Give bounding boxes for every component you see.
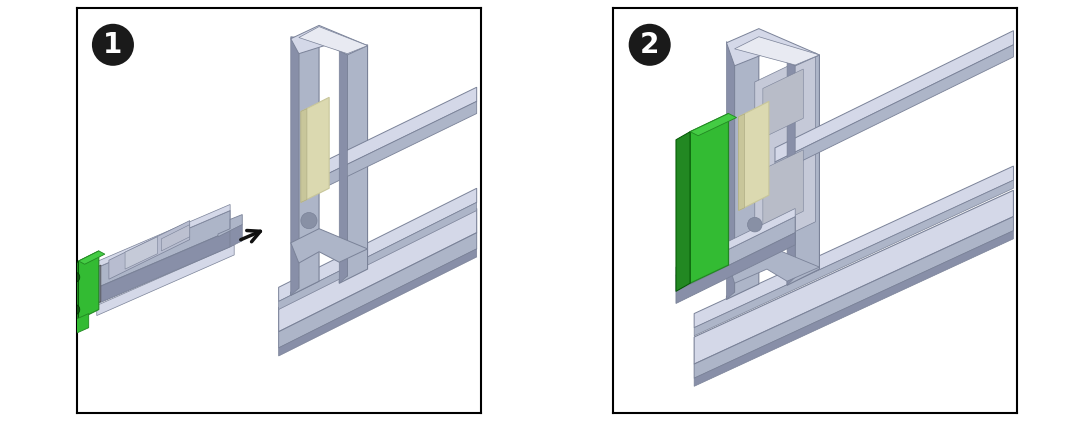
- Polygon shape: [291, 25, 367, 55]
- Polygon shape: [79, 251, 105, 264]
- Polygon shape: [339, 49, 348, 283]
- Polygon shape: [775, 31, 1013, 162]
- Polygon shape: [291, 229, 367, 263]
- Polygon shape: [291, 37, 299, 296]
- Polygon shape: [676, 216, 795, 291]
- Polygon shape: [727, 29, 820, 66]
- Polygon shape: [279, 203, 476, 309]
- Polygon shape: [279, 188, 476, 301]
- Polygon shape: [230, 225, 242, 247]
- Polygon shape: [89, 210, 230, 291]
- Polygon shape: [279, 233, 476, 348]
- Circle shape: [69, 272, 80, 282]
- Polygon shape: [89, 265, 100, 307]
- Polygon shape: [79, 251, 98, 320]
- Polygon shape: [727, 37, 759, 299]
- Polygon shape: [279, 208, 476, 332]
- Polygon shape: [787, 59, 795, 285]
- Polygon shape: [787, 55, 820, 285]
- Polygon shape: [694, 190, 1013, 364]
- Polygon shape: [70, 261, 79, 328]
- Text: 2: 2: [640, 31, 660, 59]
- Polygon shape: [65, 322, 70, 342]
- Polygon shape: [327, 101, 476, 186]
- Polygon shape: [70, 314, 89, 336]
- Polygon shape: [299, 27, 367, 54]
- Polygon shape: [109, 221, 190, 279]
- Polygon shape: [727, 242, 820, 283]
- Polygon shape: [279, 249, 476, 356]
- Polygon shape: [676, 132, 690, 291]
- Circle shape: [629, 24, 671, 66]
- Polygon shape: [125, 237, 158, 269]
- Polygon shape: [694, 216, 1013, 378]
- Circle shape: [92, 24, 134, 66]
- Polygon shape: [694, 180, 1013, 336]
- Polygon shape: [301, 109, 307, 203]
- Polygon shape: [734, 37, 820, 65]
- Polygon shape: [97, 245, 234, 316]
- Polygon shape: [739, 114, 745, 210]
- Polygon shape: [762, 69, 804, 138]
- Circle shape: [747, 217, 762, 232]
- Polygon shape: [694, 231, 1013, 386]
- Circle shape: [69, 304, 80, 315]
- Text: 1: 1: [104, 31, 122, 59]
- Polygon shape: [775, 45, 1013, 174]
- Polygon shape: [694, 166, 1013, 328]
- Polygon shape: [301, 97, 329, 203]
- Polygon shape: [690, 114, 729, 283]
- Polygon shape: [327, 87, 476, 174]
- Circle shape: [301, 213, 318, 229]
- Polygon shape: [676, 208, 795, 275]
- Polygon shape: [727, 42, 734, 299]
- Polygon shape: [676, 233, 795, 304]
- Polygon shape: [89, 205, 230, 271]
- Polygon shape: [89, 231, 230, 307]
- Polygon shape: [161, 225, 190, 251]
- Polygon shape: [339, 45, 367, 283]
- Polygon shape: [690, 114, 737, 136]
- Polygon shape: [291, 29, 319, 296]
- Polygon shape: [218, 215, 242, 237]
- Polygon shape: [755, 53, 815, 251]
- Polygon shape: [762, 150, 804, 231]
- Polygon shape: [739, 101, 769, 210]
